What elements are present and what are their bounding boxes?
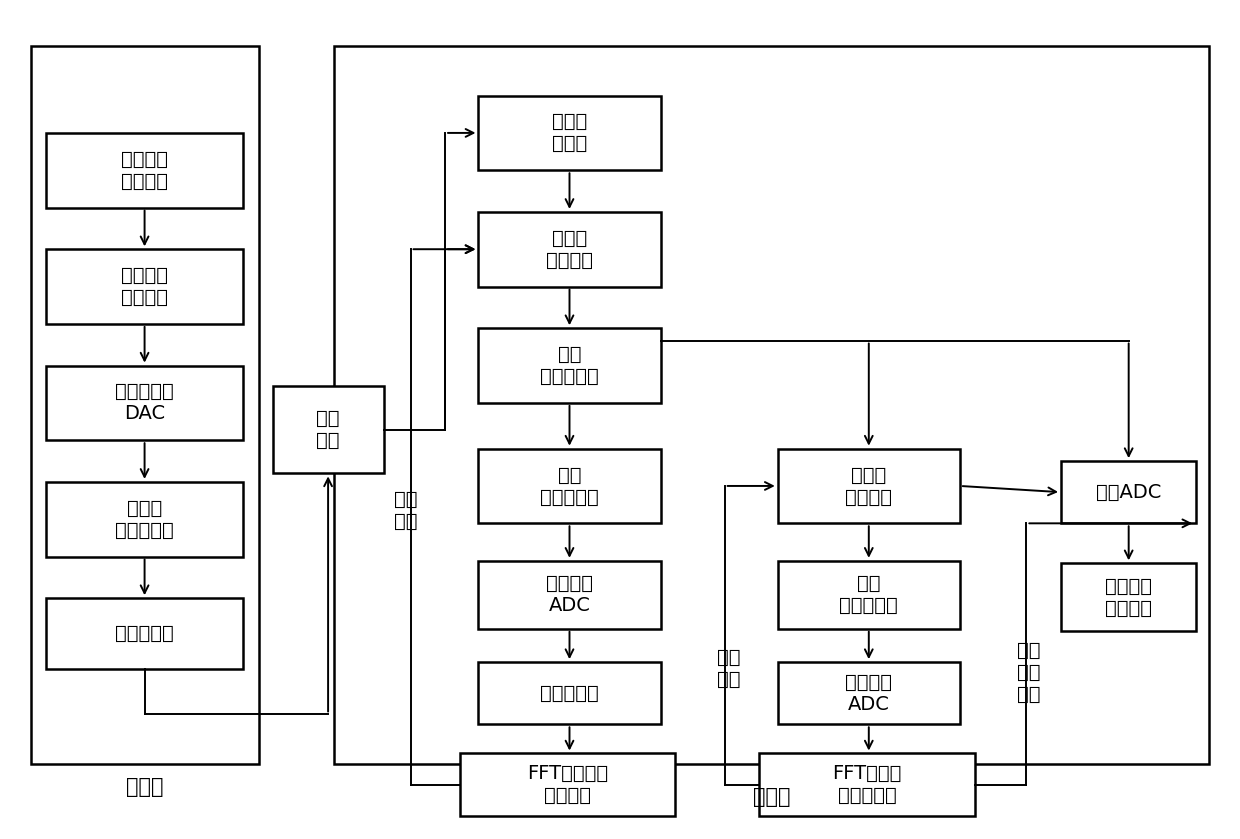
Text: 数据基带
信号产生: 数据基带 信号产生 bbox=[122, 150, 169, 190]
Bar bbox=[777, 662, 960, 724]
Text: 数据信号
采样输出: 数据信号 采样输出 bbox=[1105, 576, 1152, 618]
Bar bbox=[46, 482, 243, 556]
Bar bbox=[46, 133, 243, 208]
Bar bbox=[31, 45, 259, 764]
Text: 混频至
太赫兹频段: 混频至 太赫兹频段 bbox=[115, 498, 174, 539]
Bar bbox=[777, 560, 960, 628]
Bar bbox=[46, 366, 243, 440]
Text: 窄带
低通滤波器: 窄带 低通滤波器 bbox=[839, 574, 898, 615]
Text: 功率放大器: 功率放大器 bbox=[115, 624, 174, 643]
Text: 平方去调制: 平方去调制 bbox=[541, 684, 599, 703]
Text: 高速ADC: 高速ADC bbox=[1096, 482, 1162, 502]
Text: 频率
修正: 频率 修正 bbox=[394, 490, 418, 531]
Text: 发送端: 发送端 bbox=[125, 777, 164, 797]
Bar bbox=[479, 449, 661, 524]
Bar bbox=[335, 45, 1209, 764]
Text: 数模转换器
DAC: 数模转换器 DAC bbox=[115, 383, 174, 424]
Text: 频率
修正: 频率 修正 bbox=[717, 649, 740, 689]
Text: 无线
信道: 无线 信道 bbox=[316, 409, 340, 451]
Bar bbox=[479, 328, 661, 403]
Text: 低噪声
放大器: 低噪声 放大器 bbox=[552, 112, 587, 154]
Text: 采样
频率
修正: 采样 频率 修正 bbox=[1017, 641, 1040, 705]
Bar bbox=[759, 753, 975, 816]
Text: FFT码速率
偏移量估计: FFT码速率 偏移量估计 bbox=[832, 764, 901, 805]
Text: 第一次
模拟混频: 第一次 模拟混频 bbox=[546, 229, 593, 269]
Text: 接收端: 接收端 bbox=[753, 788, 790, 807]
Bar bbox=[479, 96, 661, 170]
Bar bbox=[1061, 461, 1197, 524]
Bar bbox=[479, 662, 661, 724]
Text: 低采样率
ADC: 低采样率 ADC bbox=[546, 574, 593, 615]
Bar bbox=[460, 753, 676, 816]
Bar bbox=[479, 211, 661, 287]
Text: 第二次
模拟混频: 第二次 模拟混频 bbox=[846, 466, 893, 507]
Text: 宽带
低通滤波器: 宽带 低通滤波器 bbox=[541, 345, 599, 386]
Bar bbox=[1061, 563, 1197, 631]
Bar bbox=[46, 598, 243, 669]
Text: 低采样率
ADC: 低采样率 ADC bbox=[846, 673, 893, 714]
Text: FFT载波频偏
相位估计: FFT载波频偏 相位估计 bbox=[527, 764, 608, 805]
Text: 插入单音
导频信号: 插入单音 导频信号 bbox=[122, 266, 169, 307]
Bar bbox=[273, 386, 383, 473]
Text: 窄带
低通滤波器: 窄带 低通滤波器 bbox=[541, 466, 599, 507]
Bar bbox=[46, 249, 243, 324]
Bar bbox=[479, 560, 661, 628]
Bar bbox=[777, 449, 960, 524]
